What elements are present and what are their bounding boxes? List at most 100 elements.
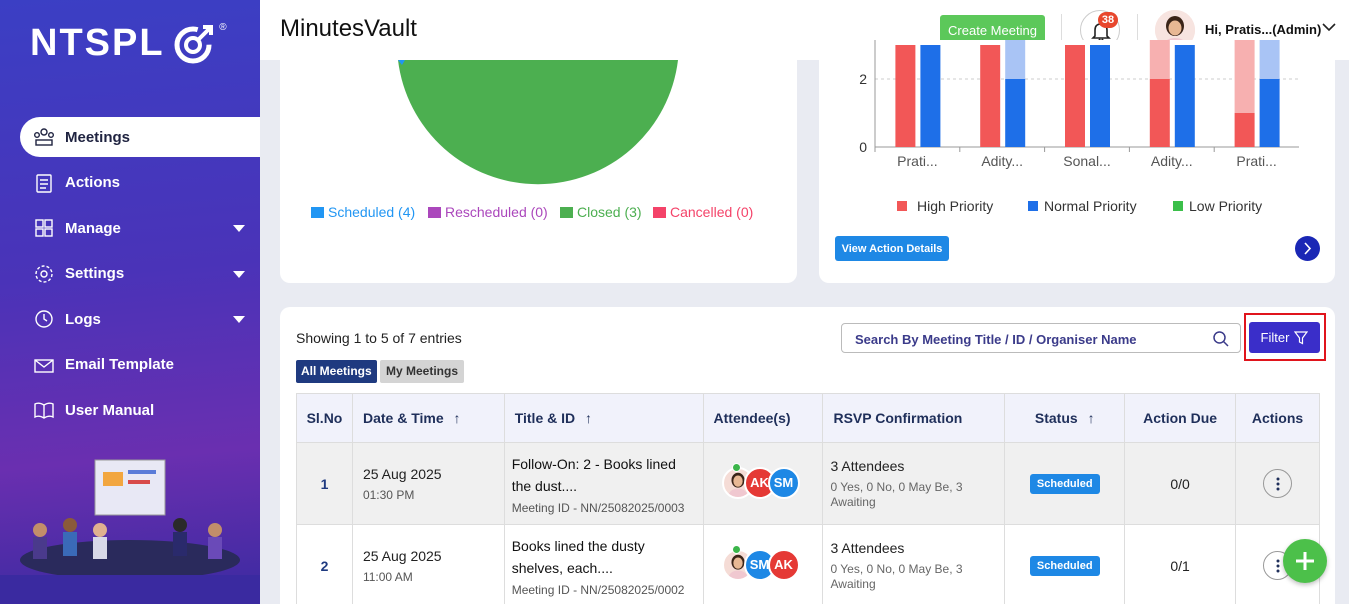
search-box[interactable]: Search By Meeting Title / ID / Organiser… [841, 323, 1241, 353]
sidebar-item-label: Manage [65, 219, 121, 237]
pie-legend-closed[interactable]: Closed (3) [560, 204, 642, 220]
meeting-title[interactable]: Follow-On: 2 - Books lined the dust.... [511, 455, 676, 494]
view-action-details-button[interactable]: View Action Details [835, 236, 949, 261]
pie-legend-scheduled[interactable]: Scheduled (4) [311, 204, 415, 220]
col-header-slno: Sl.No [296, 393, 353, 443]
sort-arrow-up-icon[interactable]: ↑ [453, 410, 461, 426]
col-header-label: Date & Time [362, 410, 444, 426]
caret-down-icon [233, 316, 245, 323]
sidebar-item-label: Email Template [65, 356, 174, 373]
header-divider [1061, 14, 1062, 46]
gear-icon [35, 264, 53, 283]
pie-slice-closed[interactable] [398, 60, 678, 185]
attendee-avatars[interactable]: SM AK [721, 544, 812, 583]
legend-swatch [653, 206, 666, 218]
sidebar-item-manage[interactable]: Manage [20, 208, 260, 248]
cell-action-due: 0/1 [1124, 524, 1237, 604]
search-input[interactable]: Search By Meeting Title / ID / Organiser… [855, 332, 1137, 347]
sort-arrow-up-icon[interactable]: ↑ [585, 410, 593, 426]
col-header-attendees: Attendee(s) [702, 393, 824, 443]
meeting-title[interactable]: Books lined the dusty shelves, each.... [511, 537, 645, 576]
legend-label: High Priority [917, 198, 994, 214]
sort-arrow-up-icon[interactable]: ↑ [1087, 410, 1095, 426]
plus-icon [1296, 552, 1314, 570]
bar-normal-priority [1005, 79, 1026, 147]
attendee-avatars[interactable]: AK SM [721, 462, 812, 501]
online-status-dot [731, 544, 741, 554]
vertical-dots-icon [1276, 559, 1279, 572]
chevron-down-icon[interactable] [1322, 22, 1336, 32]
cell-title-id[interactable]: Books lined the dusty shelves, each.... … [503, 524, 704, 604]
meeting-people-icon [34, 128, 54, 146]
rsvp-detail: 0 Yes, 0 No, 0 May Be, 3 Awaiting [830, 479, 963, 509]
bar-high-priority [1149, 79, 1170, 147]
entries-summary: Showing 1 to 5 of 7 entries [296, 330, 462, 346]
legend-swatch [560, 206, 573, 218]
cell-action-due: 0/0 [1124, 442, 1237, 525]
sidebar-item-actions[interactable]: Actions [20, 163, 260, 203]
bar-legend-high[interactable]: High Priority [897, 198, 993, 214]
brand-logo[interactable]: NTSPL ® [30, 22, 227, 65]
bar-legend-low[interactable]: Low Priority [1173, 198, 1262, 214]
search-icon[interactable] [1212, 330, 1230, 348]
status-badge: Scheduled [1029, 473, 1100, 494]
cell-slno: 2 [296, 524, 353, 604]
bar-normal-priority [1174, 45, 1195, 147]
cell-status: Scheduled [1004, 524, 1126, 604]
cell-attendees[interactable]: SM AK [702, 524, 824, 604]
filter-button[interactable]: Filter [1249, 322, 1320, 353]
sidebar-item-label: Settings [65, 265, 125, 282]
action-priority-chart-card: 0 2 Prati... Adity... Sonal... Adity... Prati.… [819, 40, 1335, 283]
legend-label: Rescheduled (0) [445, 204, 548, 220]
col-header-label: Status [1034, 410, 1078, 426]
sidebar-item-label: Actions [65, 174, 121, 191]
sidebar-item-user-manual[interactable]: User Manual [20, 390, 260, 430]
meeting-id: Meeting ID - NN/25082025/0003 [511, 500, 685, 515]
bar-normal-priority [920, 45, 941, 147]
legend-label: Scheduled (4) [328, 204, 416, 220]
history-icon [35, 310, 53, 328]
grid-icon [35, 219, 53, 237]
col-header-date-time[interactable]: Date & Time ↑ [351, 393, 505, 443]
x-tick-label: Prati... [1236, 153, 1276, 169]
sidebar-item-settings[interactable]: Settings [20, 254, 260, 294]
x-tick-label: Adity... [981, 153, 1023, 169]
chevron-right-icon [1304, 242, 1312, 255]
add-meeting-fab[interactable] [1283, 539, 1327, 583]
meetings-table: Sl.No Date & Time ↑ Title & ID ↑ Attende… [296, 393, 1320, 604]
col-header-status[interactable]: Status ↑ [1004, 393, 1126, 443]
meeting-date: 25 Aug 2025 [362, 547, 442, 564]
more-options-button[interactable] [1263, 469, 1292, 498]
meeting-status-chart-card: Scheduled (4) Rescheduled (0) Closed (3)… [280, 40, 797, 283]
sidebar-nav: Meetings Actions Manage Setting [20, 117, 260, 436]
table-row[interactable]: 1 25 Aug 2025 01:30 PM Follow-On: 2 - Bo… [296, 442, 1320, 525]
filter-highlight-box [1244, 313, 1326, 361]
sidebar-item-email-template[interactable]: Email Template [20, 345, 260, 385]
user-greeting[interactable]: Hi, Pratis...(Admin) [1205, 22, 1322, 37]
tab-all-meetings[interactable]: All Meetings [296, 360, 377, 383]
vertical-dots-icon [1276, 477, 1279, 490]
sidebar-item-meetings[interactable]: Meetings [20, 117, 260, 157]
next-chart-button[interactable] [1295, 236, 1320, 261]
bar-background [1005, 40, 1026, 79]
legend-swatch [311, 206, 324, 218]
sidebar: NTSPL ® Meetings Actions [0, 0, 260, 604]
col-header-title-id[interactable]: Title & ID ↑ [503, 393, 704, 443]
pie-legend-cancelled[interactable]: Cancelled (0) [653, 204, 753, 220]
bar-high-priority [1065, 45, 1085, 147]
pie-slice-scheduled[interactable] [398, 60, 405, 65]
x-tick-label: Sonal... [1063, 153, 1110, 169]
cell-title-id[interactable]: Follow-On: 2 - Books lined the dust.... … [503, 442, 704, 525]
book-icon [34, 402, 54, 419]
cell-date-time: 25 Aug 2025 11:00 AM [351, 524, 505, 604]
cell-attendees[interactable]: AK SM [702, 442, 824, 525]
envelope-icon [34, 358, 54, 373]
pie-legend-rescheduled[interactable]: Rescheduled (0) [428, 204, 548, 220]
tab-my-meetings[interactable]: My Meetings [380, 360, 465, 383]
bar-legend-normal[interactable]: Normal Priority [1028, 198, 1137, 214]
sidebar-item-logs[interactable]: Logs [20, 299, 260, 339]
app-title: MinutesVault [280, 15, 417, 42]
table-row[interactable]: 2 25 Aug 2025 11:00 AM Books lined the d… [296, 524, 1320, 604]
col-header-rsvp: RSVP Confirmation [822, 393, 1006, 443]
sidebar-item-label: User Manual [65, 401, 155, 419]
